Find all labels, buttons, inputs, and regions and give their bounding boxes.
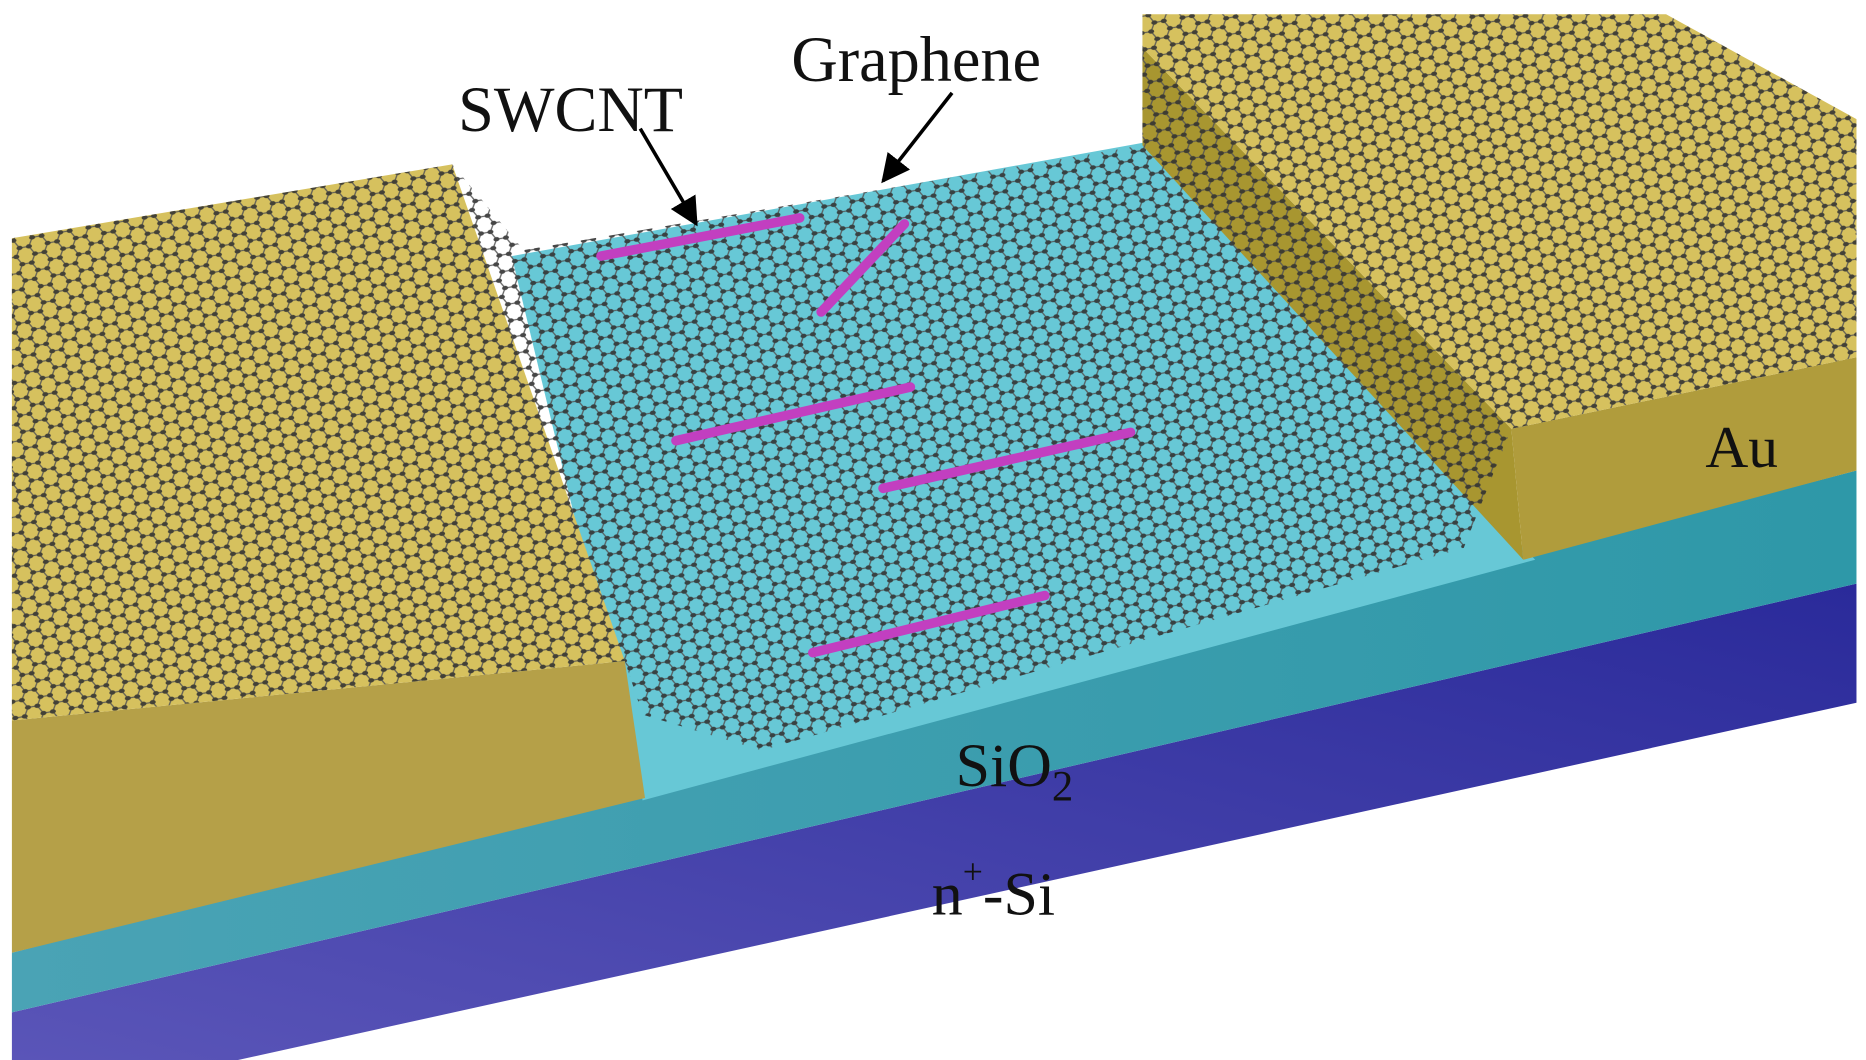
swcnt-arrow xyxy=(638,127,698,227)
sio2-sub: 2 xyxy=(1052,763,1073,810)
nsi-base: n xyxy=(932,861,963,929)
nsi-rest: -Si xyxy=(983,861,1055,929)
au-label: Au xyxy=(1705,414,1778,480)
graphene-left xyxy=(11,164,625,721)
swcnts xyxy=(596,213,1136,658)
sio2-label: SiO2 xyxy=(956,732,1074,810)
graphene-sheet xyxy=(11,14,1857,751)
sio2-base: SiO xyxy=(956,732,1052,800)
swcnt xyxy=(671,382,916,446)
swcnt xyxy=(816,219,910,317)
graphene-label: Graphene xyxy=(791,24,1041,95)
swcnt-label: SWCNT xyxy=(458,74,683,145)
swcnt xyxy=(878,427,1136,494)
au-right-front xyxy=(1511,357,1857,560)
swcnt xyxy=(808,590,1050,658)
graphene-right xyxy=(1142,14,1857,429)
nsi-sup: + xyxy=(963,852,983,892)
graphene-arrow xyxy=(881,91,954,184)
swcnt xyxy=(596,213,805,261)
sio2-layer xyxy=(11,470,1857,1013)
graphene-channel xyxy=(452,47,1512,751)
nsi-label: n+-Si xyxy=(932,852,1055,929)
n-si-layer xyxy=(11,583,1857,1060)
au-left-front xyxy=(11,661,646,953)
